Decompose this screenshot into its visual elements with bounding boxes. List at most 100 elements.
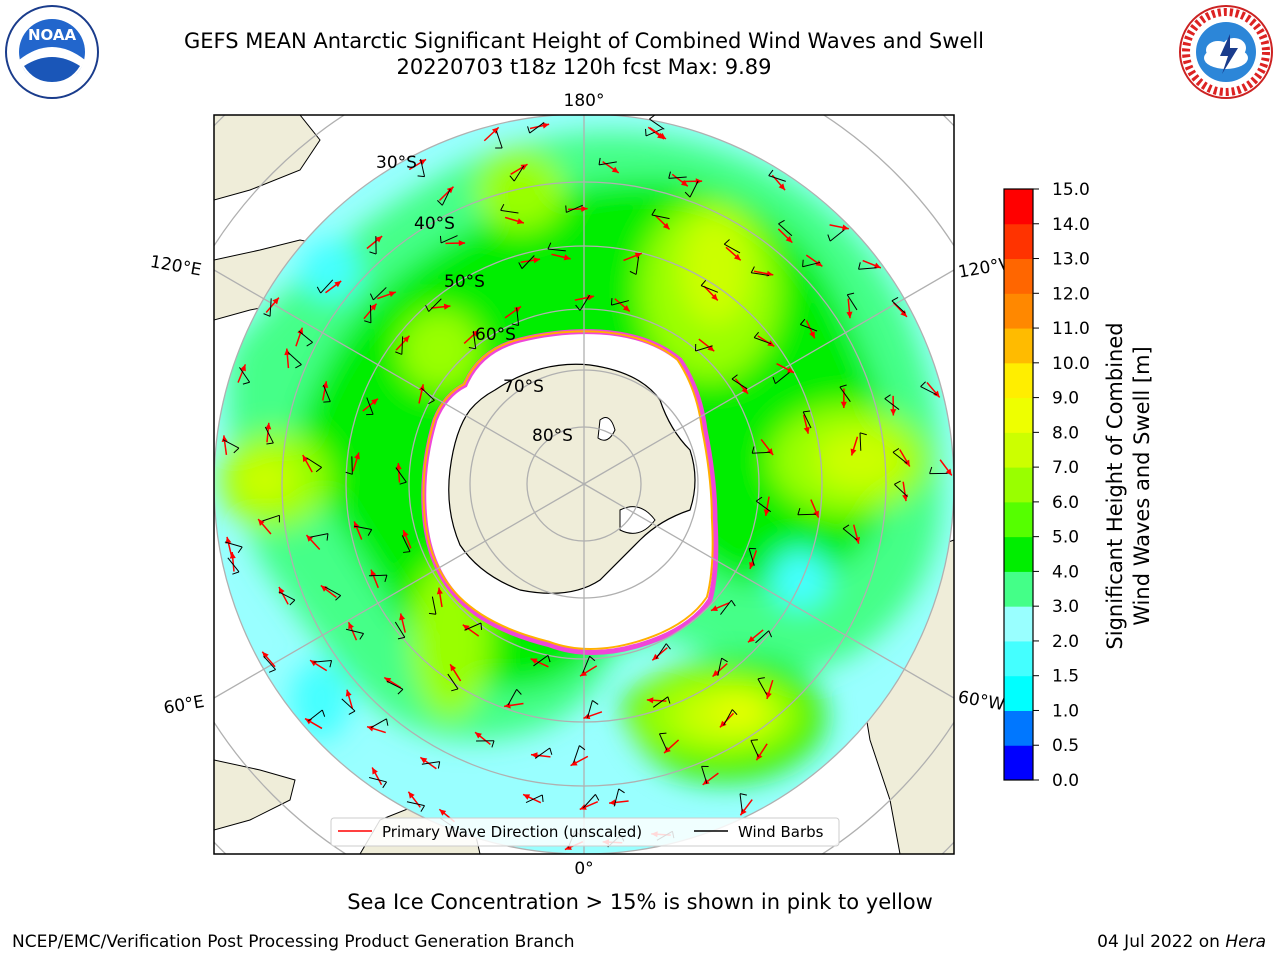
wind-barb-flag: [527, 126, 531, 134]
wind-barb-flag: [803, 410, 811, 413]
primary-wave-arrowhead: [622, 304, 630, 312]
primary-wave-arrowhead: [375, 236, 383, 243]
wind-barb-staff: [724, 243, 741, 254]
wind-barb-staff: [440, 235, 458, 244]
wind-barb-flag: [437, 199, 443, 206]
wind-barb-flag: [397, 688, 404, 695]
colorbar-tick-label: 7.0: [1052, 458, 1079, 478]
colorbar: 0.0 0.5 1.0 1.5 2.0 3.0 4.0 5.0 6.0 7.0 8.0 9.0 10.0…: [1003, 180, 1090, 791]
primary-wave-arrowhead: [395, 463, 402, 470]
wind-barb-staff: [750, 740, 759, 757]
primary-wave-arrowhead: [765, 692, 772, 699]
wind-barb-flag: [768, 630, 773, 638]
wind-barb-staff: [521, 255, 535, 269]
wind-barb-staff: [507, 689, 518, 706]
lat-label-30s: 30°S: [376, 153, 417, 173]
wind-barb-flag: [233, 447, 240, 454]
wind-barb-flag: [579, 745, 586, 751]
wind-barb-staff: [689, 180, 699, 198]
primary-wave-arrowhead: [436, 587, 443, 595]
wind-barb-flag: [232, 571, 240, 575]
wind-barb-flag: [731, 374, 738, 380]
colorbar-segment: [1004, 467, 1033, 503]
primary-wave-arrowhead: [719, 720, 727, 728]
lat-label-70s: 70°S: [503, 377, 544, 397]
primary-wave-arrowhead: [370, 303, 377, 311]
wind-barb-staff: [894, 483, 908, 498]
wind-barb-staff: [310, 533, 329, 538]
wind-barb-staff: [717, 658, 723, 676]
wind-barb-flag: [316, 286, 322, 294]
colorbar-tick-label: 3.0: [1052, 597, 1079, 617]
colorbar-tick-label: 1.5: [1052, 667, 1079, 687]
wind-barb-flag: [268, 669, 276, 673]
wind-barb-flag: [549, 747, 553, 755]
wind-barb-staff: [534, 747, 551, 759]
wind-barb-flag: [595, 794, 600, 801]
wind-barb-staff: [264, 426, 274, 444]
wind-barb-flag: [751, 446, 755, 454]
wind-barb-flag: [425, 305, 430, 312]
wind-barb-staff: [386, 680, 404, 690]
wind-barb-flag: [384, 575, 388, 582]
wind-barb-flag: [321, 709, 326, 717]
wind-barb-flag: [364, 320, 372, 324]
primary-wave-arrowhead: [652, 653, 660, 661]
wind-barb-flag: [547, 655, 551, 663]
primary-wave-arrowhead: [371, 398, 378, 406]
primary-wave-arrowhead: [815, 260, 823, 267]
wind-barb-flag: [827, 234, 831, 242]
wind-barb-staff: [500, 209, 519, 214]
wind-barb-flag: [491, 740, 495, 748]
lon-label-60w: 60°W: [956, 687, 1006, 715]
colorbar-tick-label: 6.0: [1052, 493, 1079, 513]
wind-barb-staff: [754, 337, 772, 345]
wind-barb-staff: [829, 229, 845, 242]
wind-barb-staff: [369, 777, 387, 783]
primary-wave-arrowhead: [306, 535, 313, 542]
footer-date-text: 04 Jul 2022 on: [1097, 932, 1226, 952]
wind-barb-flag: [768, 169, 774, 176]
lon-label-0: 0°: [574, 859, 593, 879]
wind-barb-staff: [401, 535, 411, 552]
wind-barb-staff: [420, 158, 426, 177]
colorbar-tick-label: 0.5: [1052, 736, 1079, 756]
wind-barb-staff: [748, 548, 755, 566]
footer-host: Hera: [1225, 932, 1266, 952]
wind-barb-flag: [589, 655, 596, 662]
wind-barb-staff: [695, 345, 713, 352]
wind-barb-flag: [439, 235, 442, 243]
wind-barb-staff: [723, 709, 733, 726]
primary-wave-arrowhead: [581, 205, 588, 212]
wind-barb-flag: [266, 442, 274, 445]
wind-barb-staff: [800, 324, 818, 332]
wind-barb-flag: [428, 612, 437, 615]
wind-barb-flag: [399, 481, 407, 485]
colorbar-segment: [1004, 258, 1033, 294]
primary-wave-arrowhead: [402, 530, 409, 538]
wind-barb-staff: [920, 386, 937, 396]
wind-barb-flag: [289, 599, 296, 606]
footer-date: 04 Jul 2022 on Hera: [1097, 932, 1266, 952]
wind-barb-flag: [369, 251, 377, 255]
wind-barb-flag: [891, 297, 899, 302]
map-legend: Primary Wave Direction (unscaled) Wind B…: [330, 817, 840, 847]
wind-barb-staff: [583, 794, 596, 809]
wind-barb-flag: [668, 171, 671, 179]
wind-barb-staff: [313, 659, 332, 663]
colorbar-segment: [1004, 293, 1033, 329]
wind-barb-flag: [420, 805, 425, 812]
primary-wave-arrowhead: [388, 291, 396, 298]
wind-barb-staff: [341, 698, 356, 712]
wind-barb-flag: [750, 739, 758, 741]
primary-wave-arrowhead: [890, 409, 897, 416]
colorbar-segment: [1004, 397, 1033, 433]
wind-barb-staff: [778, 223, 793, 237]
wind-barb-staff: [369, 304, 372, 323]
wind-barb-flag: [359, 633, 364, 640]
colorbar-tick-label: 4.0: [1052, 562, 1079, 582]
wind-barb-staff: [395, 467, 407, 483]
colorbar-tick-label: 9.0: [1052, 389, 1079, 409]
wind-barb-staff: [891, 300, 906, 314]
colorbar-title-line1: Significant Height of Combined: [1103, 322, 1127, 649]
